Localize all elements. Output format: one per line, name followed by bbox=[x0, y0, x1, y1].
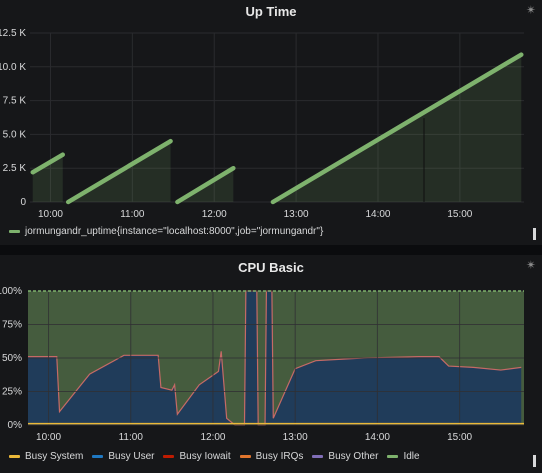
y-tick-label: 50% bbox=[2, 353, 22, 364]
y-tick-label: 100% bbox=[0, 286, 22, 297]
legend-item-busy-iowait[interactable]: Busy Iowait bbox=[163, 451, 231, 462]
legend-item-idle[interactable]: Idle bbox=[387, 451, 420, 462]
y-tick-label: 0% bbox=[8, 420, 23, 431]
y-tick-label: 0 bbox=[20, 197, 26, 208]
legend-swatch bbox=[9, 230, 20, 233]
x-tick-label: 13:00 bbox=[284, 209, 309, 220]
legend-item-busy-system[interactable]: Busy System bbox=[9, 451, 83, 462]
legend-label: Busy Other bbox=[328, 451, 379, 462]
legend-label: Busy System bbox=[25, 451, 84, 462]
uptime-chart: 0 2.5 K 5.0 K 7.5 K 10.0 K 12.5 K 10:00 11:00 12… bbox=[0, 28, 524, 220]
uptime-panel-title[interactable]: Up Time bbox=[245, 4, 297, 19]
x-tick-label: 14:00 bbox=[365, 432, 390, 443]
series-line bbox=[270, 52, 524, 205]
x-tick-label: 11:00 bbox=[119, 432, 144, 443]
uptime-legend: jormungandr_uptime{instance="localhost:8… bbox=[9, 226, 332, 237]
legend-swatch bbox=[387, 455, 399, 458]
y-tick-label: 12.5 K bbox=[0, 28, 26, 39]
x-tick-label: 11:00 bbox=[120, 209, 145, 220]
y-tick-label: 5.0 K bbox=[3, 129, 27, 140]
legend-swatch bbox=[9, 455, 20, 458]
area-fill bbox=[32, 154, 63, 202]
x-tick-label: 10:00 bbox=[36, 432, 61, 443]
y-tick-label: 25% bbox=[2, 387, 22, 398]
legend-item-busy-irqs[interactable]: Busy IRQs bbox=[239, 451, 304, 462]
legend-item-busy-other[interactable]: Busy Other bbox=[312, 451, 378, 462]
resize-handle[interactable] bbox=[533, 228, 536, 240]
series-line bbox=[30, 152, 66, 175]
legend-swatch bbox=[92, 455, 104, 458]
spinner-icon[interactable]: ✴ bbox=[525, 3, 537, 17]
legend-label: jormungandr_uptime{instance="localhost:8… bbox=[25, 226, 324, 237]
x-tick-label: 12:00 bbox=[202, 209, 227, 220]
series-line bbox=[175, 165, 236, 205]
y-tick-label: 2.5 K bbox=[3, 163, 27, 174]
x-tick-label: 15:00 bbox=[447, 432, 472, 443]
cpu-legend: Busy System Busy User Busy Iowait Busy IRQs… bbox=[9, 451, 429, 462]
y-tick-label: 10.0 K bbox=[0, 62, 26, 73]
x-tick-label: 10:00 bbox=[38, 209, 63, 220]
series-line bbox=[65, 138, 173, 205]
legend-item-uptime[interactable]: jormungandr_uptime{instance="localhost:8… bbox=[9, 226, 323, 237]
legend-label: Busy Iowait bbox=[179, 451, 231, 462]
y-tick-label: 75% bbox=[2, 320, 22, 331]
legend-swatch bbox=[163, 455, 175, 458]
resize-handle[interactable] bbox=[533, 455, 536, 467]
spinner-icon[interactable]: ✴ bbox=[525, 258, 537, 272]
y-tick-label: 7.5 K bbox=[3, 96, 27, 107]
x-tick-label: 13:00 bbox=[283, 432, 308, 443]
cpu-chart: 0% 25% 50% 75% 100% 10:00 11:00 12:00 13:00 14:00… bbox=[0, 286, 524, 443]
x-tick-label: 15:00 bbox=[447, 209, 472, 220]
x-tick-label: 14:00 bbox=[365, 209, 390, 220]
legend-swatch bbox=[239, 455, 251, 458]
legend-label: Busy User bbox=[108, 451, 155, 462]
legend-label: Busy IRQs bbox=[255, 451, 304, 462]
cpu-panel-title[interactable]: CPU Basic bbox=[238, 260, 304, 275]
x-tick-label: 12:00 bbox=[200, 432, 225, 443]
uptime-panel: Up Time ✴ 0 2.5 K 5.0 K 7.5 K 10.0 K 12.5 K 10… bbox=[0, 0, 542, 245]
legend-item-busy-user[interactable]: Busy User bbox=[92, 451, 154, 462]
legend-swatch bbox=[312, 455, 324, 458]
cpu-panel: CPU Basic ✴ 0% 25% 50% 75% 100% 10:00 11:00 12:… bbox=[0, 255, 542, 473]
legend-label: Idle bbox=[403, 451, 420, 462]
